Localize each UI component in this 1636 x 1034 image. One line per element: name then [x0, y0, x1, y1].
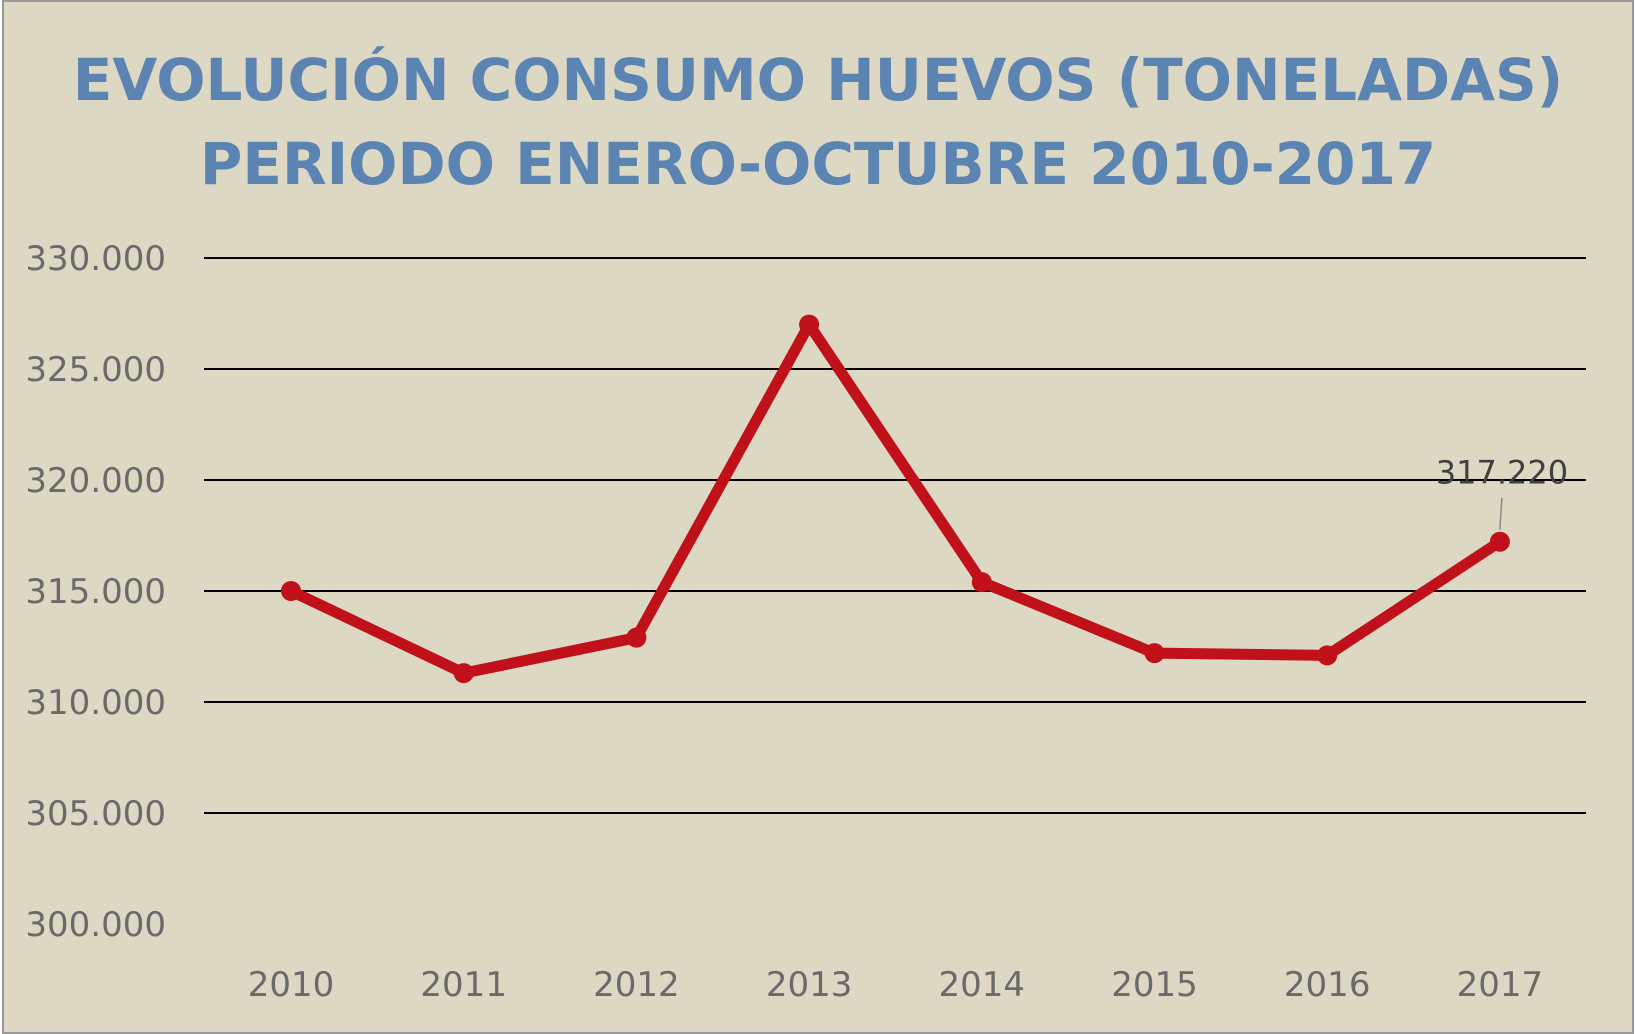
- series-layer: [281, 314, 1510, 684]
- y-tick-label: 300.000: [25, 905, 166, 945]
- data-labels: 317.220: [1436, 454, 1568, 530]
- chart-title: EVOLUCIÓN CONSUMO HUEVOS (TONELADAS): [73, 45, 1564, 114]
- y-tick-label: 310.000: [25, 683, 166, 723]
- x-tick-label: 2010: [248, 965, 335, 1005]
- data-point: [626, 627, 647, 648]
- chart-subtitle: PERIODO ENERO-OCTUBRE 2010-2017: [200, 130, 1436, 198]
- data-label: 317.220: [1436, 454, 1568, 492]
- chart-background: [4, 2, 1632, 1032]
- y-tick-label: 305.000: [25, 794, 166, 834]
- x-tick-label: 2011: [420, 965, 507, 1005]
- x-tick-label: 2017: [1457, 965, 1544, 1005]
- x-tick-label: 2014: [939, 965, 1026, 1005]
- x-tick-label: 2016: [1284, 965, 1371, 1005]
- y-tick-label: 315.000: [25, 572, 166, 612]
- data-point: [1489, 531, 1510, 552]
- data-point: [799, 314, 820, 335]
- y-axis-ticks: 330.000 325.000 320.000 315.000 310.000 305.0…: [25, 239, 166, 945]
- y-tick-label: 325.000: [25, 350, 166, 390]
- y-tick-label: 320.000: [25, 461, 166, 501]
- x-tick-label: 2013: [766, 965, 853, 1005]
- line-chart: EVOLUCIÓN CONSUMO HUEVOS (TONELADAS) PER…: [4, 2, 1632, 1032]
- data-point: [1317, 645, 1338, 666]
- x-tick-label: 2015: [1111, 965, 1198, 1005]
- data-point: [453, 663, 474, 684]
- x-tick-label: 2012: [593, 965, 680, 1005]
- data-label-leader: [1499, 497, 1503, 530]
- series-line: [285, 319, 1506, 679]
- data-point: [971, 572, 992, 593]
- gridlines: [204, 257, 1586, 814]
- data-point: [1144, 643, 1165, 664]
- x-axis-ticks: 2010 2011 2012 2013 2014 2015 2016 2017: [248, 965, 1543, 1005]
- data-point: [281, 581, 301, 601]
- y-tick-label: 330.000: [25, 239, 166, 279]
